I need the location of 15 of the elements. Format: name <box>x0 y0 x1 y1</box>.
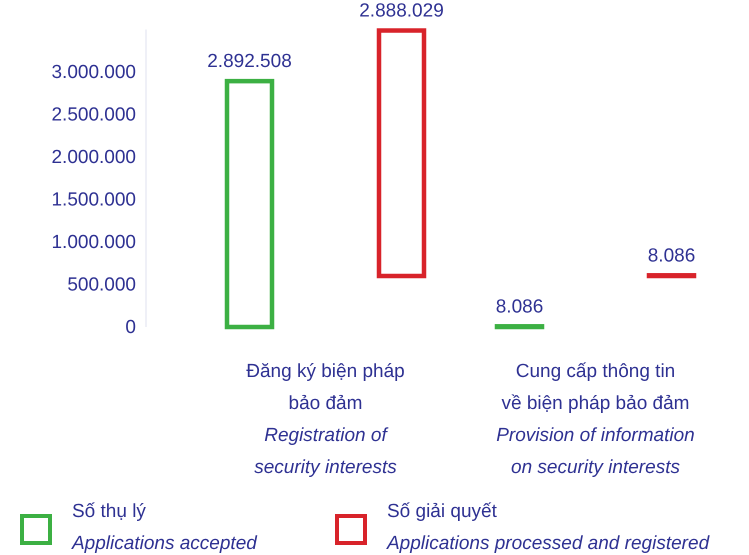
data-label: 2.888.029 <box>359 0 444 22</box>
y-tick-label: 3.000.000 <box>51 62 136 84</box>
x-tick-label: Đăng ký biện pháp bảo đảm Registration of security interests <box>246 361 405 478</box>
y-tick-label: 2.500.000 <box>51 104 136 126</box>
y-tick-label: 500.000 <box>67 274 136 296</box>
y-tick-label: 1.000.000 <box>51 232 136 254</box>
data-label: 8.086 <box>496 296 544 318</box>
y-tick-label: 0 <box>125 317 136 338</box>
x-tick-label: Cung cấp thông tin về biện pháp bảo đảm Provision of information on security interests <box>496 361 695 478</box>
y-tick-label: 2.000.000 <box>51 147 136 168</box>
data-label: 2.892.508 <box>207 51 292 72</box>
legend-label: Số thụ lý Applications accepted <box>71 501 258 554</box>
data-label: 8.086 <box>648 245 696 266</box>
y-tick-label: 1.500.000 <box>51 190 136 211</box>
legend-label: Số giải quyết Applications processed and registered <box>386 501 711 554</box>
